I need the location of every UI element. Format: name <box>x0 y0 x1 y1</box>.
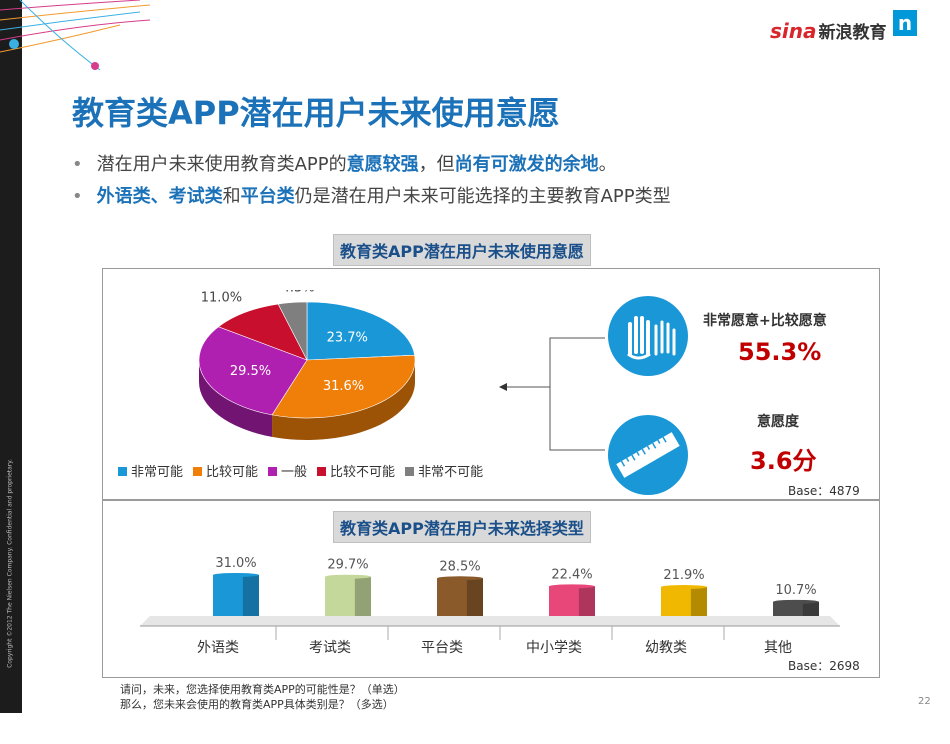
bracket-arrow <box>499 337 605 451</box>
sina-logo: sina 新浪教育 <box>770 18 887 43</box>
pie-data-label: 23.7% <box>327 331 368 346</box>
bar-shade <box>802 601 819 616</box>
ruler-icon <box>608 415 688 495</box>
pie-slice <box>277 301 308 361</box>
category-label: 考试类 <box>309 640 351 656</box>
section1-base: Base：4879 <box>788 484 860 498</box>
pie-data-label: 4.3% <box>282 290 315 295</box>
bar-top <box>213 573 259 577</box>
pie-slice <box>217 303 308 361</box>
legend-label: 非常不可能 <box>418 465 484 480</box>
category-label: 平台类 <box>421 640 463 656</box>
sina-edu-text: 新浪教育 <box>818 23 887 43</box>
bar-shade <box>242 575 259 616</box>
footnote-2: 那么，您未来会使用的教育类APP具体类别是？（多选） <box>120 698 394 711</box>
degree-value: 3.6分 <box>750 447 817 475</box>
bar-data-label: 22.4% <box>551 567 592 582</box>
bar-data-label: 29.7% <box>327 558 368 573</box>
page-number: 22 <box>918 696 931 707</box>
legend-label: 非常可能 <box>131 465 184 480</box>
section2-title: 教育类APP潜在用户未来选择类型 <box>333 511 591 543</box>
willing-value: 55.3% <box>738 338 822 366</box>
bar-top <box>661 585 707 590</box>
bar-data-label: 10.7% <box>775 583 816 598</box>
category-label: 幼教类 <box>645 640 687 656</box>
pie-slice <box>198 326 308 416</box>
corner-decoration <box>0 0 150 71</box>
category-label: 中小学类 <box>526 640 582 656</box>
degree-label: 意愿度 <box>757 414 799 430</box>
hands-icon <box>608 296 688 376</box>
bar-data-label: 21.9% <box>663 568 704 583</box>
legend-swatch <box>405 467 415 476</box>
bar-top <box>549 584 595 589</box>
legend-label: 比较不可能 <box>330 465 396 480</box>
bar-data-label: 31.0% <box>215 556 256 571</box>
pie-legend: 非常可能 比较可能 一般 比较不可能 非常不可能 <box>108 461 483 480</box>
copyright-vertical: Copyright ©2012 The Nielsen Company. Con… <box>6 459 14 668</box>
pie-slice <box>271 354 416 419</box>
legend-swatch <box>118 467 127 476</box>
bullet-2: • 外语类、考试类和平台类仍是潜在用户未来可能选择的主要教育APP类型 <box>72 186 671 207</box>
bullet-1: • 潜在用户未来使用教育类APP的意愿较强，但尚有可激发的余地。 <box>72 154 617 175</box>
chart-floor <box>140 616 840 626</box>
decor-dot <box>91 62 99 70</box>
bar-top <box>437 576 483 581</box>
legend-label: 比较可能 <box>206 465 259 480</box>
legend-swatch <box>317 467 327 476</box>
willing-label: 非常愿意+比较愿意 <box>703 313 827 329</box>
legend-swatch <box>268 467 278 476</box>
pie-data-label: 31.6% <box>323 379 364 394</box>
page-title: 教育类APP潜在用户未来使用意愿 <box>72 94 560 132</box>
left-sidebar-strip <box>0 0 22 713</box>
bar-shade <box>578 586 595 616</box>
bar-shade <box>466 578 483 616</box>
pie-slice-side <box>199 360 273 437</box>
footnote-1: 请问，未来，您选择使用教育类APP的可能性是？（单选） <box>120 683 405 696</box>
category-label: 外语类 <box>197 640 239 656</box>
bar-data-label: 28.5% <box>439 559 480 574</box>
pie-data-label: 11.0% <box>201 291 242 306</box>
pie-slice-side <box>272 360 415 440</box>
pie-chart: 23.7% 31.6% 29.5% 11.0% 4.3% <box>198 290 416 440</box>
pie-data-label: 29.5% <box>230 364 271 379</box>
nielsen-logo: n <box>893 10 917 36</box>
bar-top <box>325 574 371 579</box>
bar-shade <box>690 587 707 616</box>
category-label: 其他 <box>764 640 792 656</box>
legend-label: 一般 <box>281 465 308 480</box>
bar-top <box>773 599 819 604</box>
section1-title: 教育类APP潜在用户未来使用意愿 <box>333 234 591 266</box>
pie-slice <box>306 301 415 361</box>
legend-swatch <box>193 467 203 476</box>
bar-shade <box>354 576 371 616</box>
section2-base: Base：2698 <box>788 659 860 673</box>
bar-chart: 31.0% 外语类 29.7% 考试类 28.5% 平台类 22.4% 中小学类 21.9% 幼教… <box>140 556 840 656</box>
decor-dot <box>9 39 19 49</box>
sina-brand: sina <box>770 19 817 43</box>
